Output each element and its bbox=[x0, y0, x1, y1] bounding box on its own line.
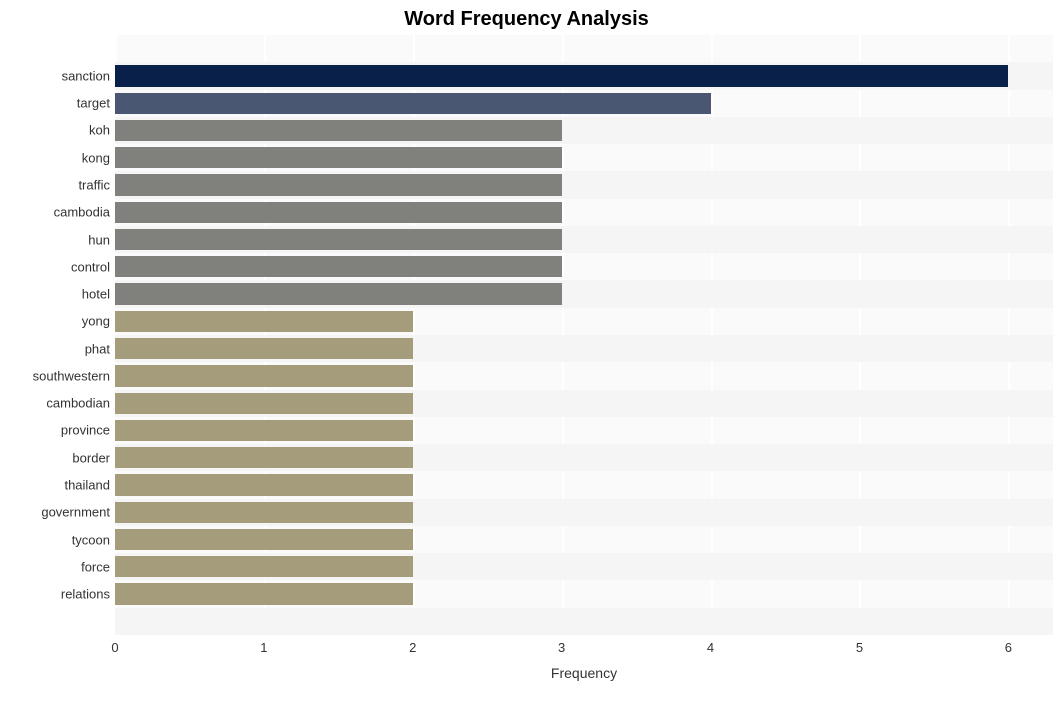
bar bbox=[115, 420, 413, 441]
bar bbox=[115, 583, 413, 604]
y-tick-label: control bbox=[71, 259, 110, 274]
plot-area bbox=[115, 35, 1053, 635]
y-tick-label: border bbox=[72, 450, 110, 465]
bar bbox=[115, 283, 562, 304]
x-tick-label: 1 bbox=[260, 640, 267, 655]
row-band bbox=[115, 608, 1053, 635]
chart-title: Word Frequency Analysis bbox=[0, 8, 1053, 31]
y-tick-label: traffic bbox=[78, 178, 110, 193]
y-tick-label: relations bbox=[61, 587, 110, 602]
word-frequency-chart: Word Frequency Analysis Frequency 0 1 2 3 4 5… bbox=[0, 0, 1053, 701]
bar bbox=[115, 147, 562, 168]
y-tick-label: southwestern bbox=[33, 368, 110, 383]
x-tick-label: 2 bbox=[409, 640, 416, 655]
bar bbox=[115, 93, 711, 114]
y-tick-label: province bbox=[61, 423, 110, 438]
y-tick-label: force bbox=[81, 559, 110, 574]
x-tick-label: 3 bbox=[558, 640, 565, 655]
bar bbox=[115, 474, 413, 495]
bar bbox=[115, 65, 1008, 86]
x-tick-label: 5 bbox=[856, 640, 863, 655]
x-axis-label: Frequency bbox=[115, 665, 1053, 681]
bar bbox=[115, 311, 413, 332]
y-tick-label: sanction bbox=[62, 68, 110, 83]
bar bbox=[115, 256, 562, 277]
y-tick-label: target bbox=[77, 96, 110, 111]
y-tick-label: thailand bbox=[64, 478, 110, 493]
x-tick-label: 6 bbox=[1005, 640, 1012, 655]
bar bbox=[115, 502, 413, 523]
y-tick-label: phat bbox=[85, 341, 110, 356]
x-tick-label: 0 bbox=[111, 640, 118, 655]
bar bbox=[115, 229, 562, 250]
y-tick-label: tycoon bbox=[72, 532, 110, 547]
bar bbox=[115, 174, 562, 195]
bar bbox=[115, 365, 413, 386]
bar bbox=[115, 447, 413, 468]
y-tick-label: kong bbox=[82, 150, 110, 165]
y-tick-label: hun bbox=[88, 232, 110, 247]
y-tick-label: cambodian bbox=[46, 396, 110, 411]
bar bbox=[115, 393, 413, 414]
y-tick-label: koh bbox=[89, 123, 110, 138]
y-tick-label: yong bbox=[82, 314, 110, 329]
x-tick-label: 4 bbox=[707, 640, 714, 655]
y-tick-label: government bbox=[41, 505, 110, 520]
y-tick-label: cambodia bbox=[54, 205, 110, 220]
bar bbox=[115, 202, 562, 223]
bar bbox=[115, 556, 413, 577]
y-tick-label: hotel bbox=[82, 287, 110, 302]
bar bbox=[115, 120, 562, 141]
bar bbox=[115, 338, 413, 359]
bar bbox=[115, 529, 413, 550]
